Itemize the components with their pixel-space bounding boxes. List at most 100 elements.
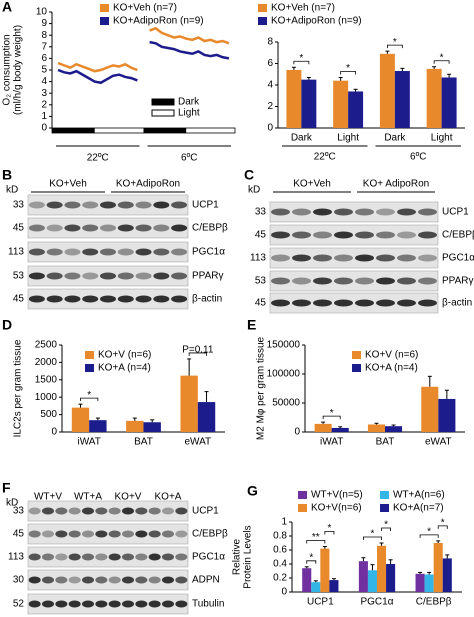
kd-label: kD <box>6 498 18 509</box>
blot-band <box>28 507 41 515</box>
blot-band <box>82 553 94 561</box>
blot-band <box>171 224 188 232</box>
sig-label: * <box>346 63 350 74</box>
blot-band <box>148 530 161 538</box>
blot-band <box>28 201 45 209</box>
blot-band <box>55 576 68 584</box>
blot-band <box>117 224 134 232</box>
y-tick-label: 6 <box>41 53 47 64</box>
legend-label: KO+A (n=4) <box>98 363 151 374</box>
blot-band <box>418 299 437 307</box>
blot-band <box>82 201 99 209</box>
sig-label: * <box>330 408 334 419</box>
segment-label: 6ºC <box>181 153 197 164</box>
sig-label: * <box>87 390 91 401</box>
bar <box>302 568 312 592</box>
legend-label: WT+V(n=5) <box>311 490 363 501</box>
blot-band <box>82 507 94 515</box>
blot-band <box>292 208 311 216</box>
y-tick-label: 0 <box>267 123 273 134</box>
sig-label: * <box>427 527 431 538</box>
blot-band <box>108 553 121 561</box>
y-axis-label: M2 Mφ per gram tissue <box>256 336 267 440</box>
blot-strip <box>27 500 189 522</box>
legend-swatch <box>352 351 361 359</box>
bar <box>367 570 377 592</box>
sig-label: * <box>299 53 303 64</box>
y-tick-label: 2500 <box>35 340 58 351</box>
blot-band <box>46 201 63 209</box>
protein-label: C/EBPβ <box>442 230 474 241</box>
blot-band <box>148 553 161 561</box>
legend-label: KO+V(n=6) <box>311 503 362 514</box>
blot-band <box>28 272 45 280</box>
blot-band <box>355 299 374 307</box>
blot-band <box>376 254 395 262</box>
panel-letter: B <box>2 167 12 183</box>
blot-band <box>334 231 353 239</box>
blot-band <box>55 530 68 538</box>
blot-band <box>292 299 311 307</box>
y-tick-label: 0 <box>51 427 57 438</box>
blot-band <box>162 553 174 561</box>
kd-value: 53 <box>255 276 267 287</box>
sig-label: P=0.11 <box>182 345 214 356</box>
sig-label: * <box>393 37 397 48</box>
protein-label: C/EBPβ <box>192 223 228 234</box>
panel-letter: D <box>2 317 12 333</box>
y-tick-label: 0 <box>281 587 287 598</box>
blot-band <box>135 201 152 209</box>
blot-band <box>68 507 81 515</box>
bar <box>143 422 161 432</box>
lane-group: KO+Veh <box>49 179 87 190</box>
blot-band <box>100 201 116 209</box>
blot-band <box>397 231 416 239</box>
legend-swatch <box>352 364 361 372</box>
blot-band <box>175 530 188 538</box>
sig-bracket <box>340 71 357 75</box>
y-axis-label: ILC2s per gram tissue <box>13 339 24 437</box>
y-tick-label: 4 <box>267 80 273 91</box>
blot-band <box>135 530 148 538</box>
bar <box>421 386 439 432</box>
bar <box>180 375 198 432</box>
blot-band <box>153 295 170 303</box>
blot-band <box>313 231 332 239</box>
blot-band <box>271 231 290 239</box>
blot-band <box>95 507 108 515</box>
sig-bracket <box>188 352 207 356</box>
panel-letter: A <box>2 0 12 15</box>
blot-band <box>334 277 353 285</box>
blot-band <box>313 254 332 262</box>
kd-value: 53 <box>13 271 25 282</box>
blot-band <box>95 530 108 538</box>
protein-label: ADPN <box>192 575 220 586</box>
blot-strip <box>269 201 439 223</box>
legend-label: KO+Veh (n=7) <box>271 3 335 14</box>
legend-swatch <box>100 4 109 12</box>
series-line <box>57 26 230 73</box>
legend-swatch <box>258 17 267 25</box>
blot-band <box>100 295 116 303</box>
group-label: 6ºC <box>410 152 426 163</box>
blot-band <box>175 576 188 584</box>
blot-band <box>122 530 134 538</box>
blot-band <box>95 553 108 561</box>
blot-band <box>334 254 353 262</box>
kd-label: kD <box>6 185 18 196</box>
blot-band <box>64 224 81 232</box>
blot-band <box>175 553 188 561</box>
blot-band <box>397 254 416 262</box>
sig-label: * <box>440 52 444 63</box>
y-tick-label: 1 <box>41 111 47 122</box>
blot-band <box>355 254 374 262</box>
blot-band <box>355 231 374 239</box>
sig-label: * <box>371 529 375 540</box>
bar <box>438 398 456 432</box>
y-tick-label: 2 <box>41 99 47 110</box>
blot-band <box>153 272 170 280</box>
kd-value: 52 <box>13 599 25 610</box>
legend-label: KO+A(n=7) <box>393 503 444 514</box>
blot-band <box>397 208 416 216</box>
protein-label: PGC1α <box>192 552 225 563</box>
